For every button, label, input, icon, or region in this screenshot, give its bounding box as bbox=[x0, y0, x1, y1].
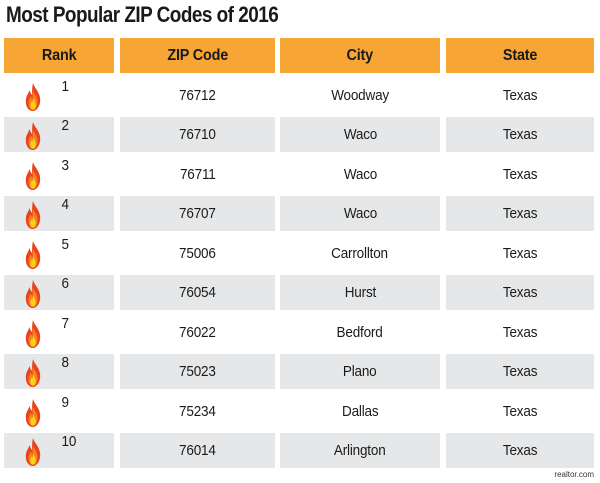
zip-code-cell: 75023 bbox=[120, 354, 275, 389]
flame-icon bbox=[23, 161, 43, 191]
rank-value: 1 bbox=[61, 77, 70, 95]
flame-icon bbox=[23, 121, 43, 151]
rank-cell: 9 bbox=[4, 394, 114, 429]
city-cell: Waco bbox=[280, 196, 440, 231]
state-cell: Texas bbox=[502, 86, 538, 104]
rank-cell: 4 bbox=[4, 196, 114, 231]
state-cell: Texas bbox=[446, 275, 594, 310]
state-cell: Texas bbox=[446, 354, 594, 389]
zip-code-cell: 76054 bbox=[120, 275, 275, 310]
state-cell: Texas bbox=[502, 165, 538, 183]
column-header-state: State bbox=[446, 38, 594, 73]
rank-cell: 2 bbox=[4, 117, 114, 152]
zip-code-cell: 76710 bbox=[120, 117, 275, 152]
zip-code-cell: 76712 bbox=[179, 86, 216, 104]
table-row: 8 75023 Plano Texas bbox=[0, 352, 600, 392]
city-cell: Dallas bbox=[341, 402, 379, 420]
rank-value: 8 bbox=[61, 354, 70, 371]
city-cell: Hurst bbox=[280, 275, 440, 310]
flame-icon bbox=[23, 279, 43, 309]
city-cell: Arlington bbox=[280, 433, 440, 468]
state-cell: Texas bbox=[502, 402, 538, 420]
flame-icon bbox=[23, 398, 43, 428]
rank-value: 3 bbox=[61, 156, 70, 174]
zip-codes-table: Rank ZIP Code City State 1 76712 Woodway… bbox=[0, 36, 600, 471]
state-cell: Texas bbox=[446, 117, 594, 152]
city-cell: Woodway bbox=[331, 86, 389, 104]
zip-code-cell: 76022 bbox=[179, 323, 216, 341]
flame-icon bbox=[23, 437, 43, 467]
flame-icon bbox=[23, 358, 43, 388]
column-header-rank: Rank bbox=[4, 38, 114, 73]
table-row: 5 75006 Carrollton Texas bbox=[0, 234, 600, 274]
state-cell: Texas bbox=[502, 323, 538, 341]
flame-icon bbox=[23, 200, 43, 230]
rank-value: 4 bbox=[61, 196, 70, 213]
state-cell: Texas bbox=[502, 244, 538, 262]
city-cell: Bedford bbox=[336, 323, 384, 341]
table-row: 1 76712 Woodway Texas bbox=[0, 76, 600, 116]
zip-code-cell: 76707 bbox=[120, 196, 275, 231]
table-row: 6 76054 Hurst Texas bbox=[0, 273, 600, 313]
state-cell: Texas bbox=[446, 196, 594, 231]
rank-cell: 1 bbox=[4, 78, 114, 113]
city-cell: Waco bbox=[280, 117, 440, 152]
city-cell: Waco bbox=[343, 165, 377, 183]
state-cell: Texas bbox=[446, 433, 594, 468]
table-row: 10 76014 Arlington Texas bbox=[0, 431, 600, 471]
rank-cell: 6 bbox=[4, 275, 114, 310]
table-row: 9 75234 Dallas Texas bbox=[0, 392, 600, 432]
rank-value: 5 bbox=[61, 235, 70, 253]
rank-cell: 10 bbox=[4, 433, 114, 468]
rank-cell: 3 bbox=[4, 157, 114, 192]
flame-icon bbox=[23, 240, 43, 270]
flame-icon bbox=[23, 82, 43, 112]
table-row: 7 76022 Bedford Texas bbox=[0, 313, 600, 353]
rank-value: 7 bbox=[61, 314, 70, 332]
table-row: 4 76707 Waco Texas bbox=[0, 194, 600, 234]
city-cell: Plano bbox=[280, 354, 440, 389]
zip-code-cell: 76014 bbox=[120, 433, 275, 468]
source-credit: realtor.com bbox=[554, 470, 594, 479]
rank-cell: 7 bbox=[4, 315, 114, 350]
rank-value: 9 bbox=[61, 393, 70, 411]
page-title: Most Popular ZIP Codes of 2016 bbox=[6, 2, 279, 27]
column-header-city: City bbox=[280, 38, 440, 73]
rank-value: 6 bbox=[61, 275, 70, 292]
flame-icon bbox=[23, 319, 43, 349]
rank-cell: 8 bbox=[4, 354, 114, 389]
table-row: 2 76710 Waco Texas bbox=[0, 115, 600, 155]
rank-cell: 5 bbox=[4, 236, 114, 271]
zip-code-cell: 76711 bbox=[179, 165, 216, 183]
zip-code-cell: 75234 bbox=[179, 402, 216, 420]
zip-code-cell: 75006 bbox=[179, 244, 216, 262]
rank-value: 2 bbox=[61, 117, 70, 134]
rank-value: 10 bbox=[61, 433, 77, 450]
table-header-row: Rank ZIP Code City State bbox=[0, 36, 600, 76]
column-header-zip-code: ZIP Code bbox=[120, 38, 275, 73]
city-cell: Carrollton bbox=[331, 244, 389, 262]
table-row: 3 76711 Waco Texas bbox=[0, 155, 600, 195]
